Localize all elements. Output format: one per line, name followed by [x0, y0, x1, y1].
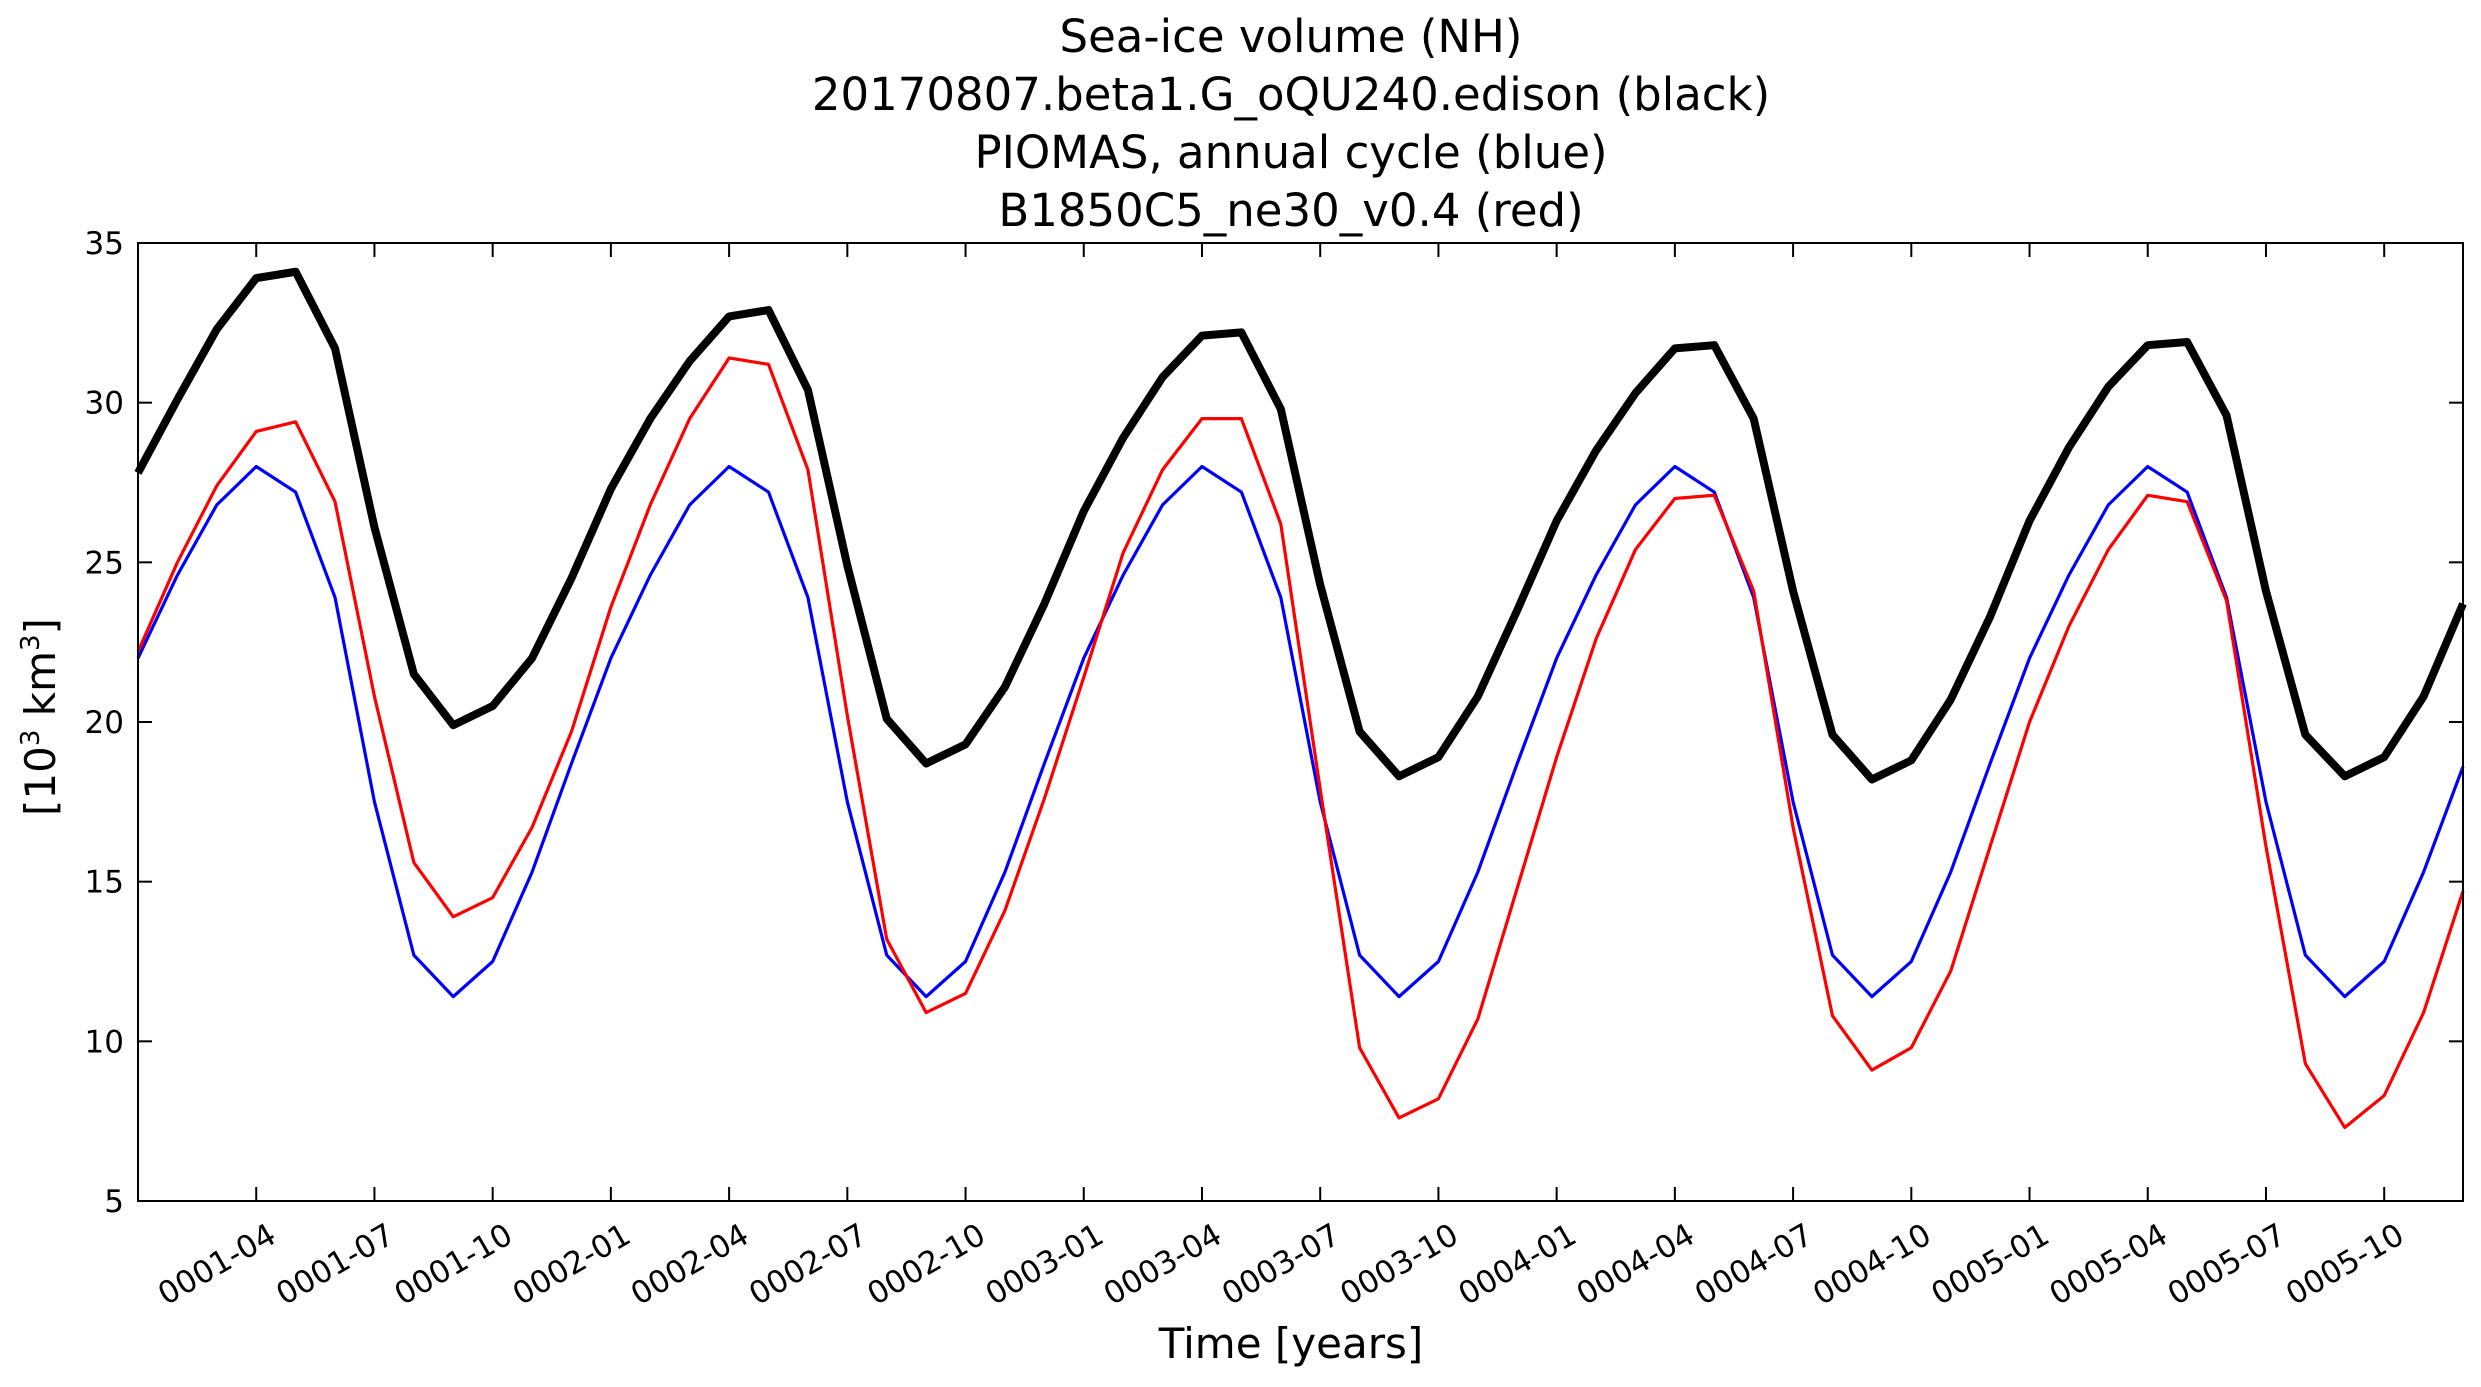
x-tick-label: 0003-04 [1098, 1217, 1228, 1313]
plot-frame [137, 242, 2464, 1202]
y-tick-label: 10 [85, 1024, 124, 1060]
x-tick-label: 0002-07 [743, 1217, 873, 1313]
x-tick-label: 0003-10 [1334, 1217, 1464, 1313]
y-tick-label: 35 [85, 226, 124, 262]
x-tick-label: 0001-10 [388, 1217, 518, 1313]
x-tick-label: 0005-04 [2044, 1217, 2174, 1313]
y-axis-label-mid: km [16, 651, 65, 730]
y-axis-label-main: [10 [16, 746, 65, 816]
y-tick-label: 15 [85, 865, 124, 901]
series-line-red [136, 356, 2465, 1130]
y-tick-label: 25 [85, 545, 124, 581]
plot-background [138, 243, 2463, 1201]
x-tick-label: 0002-01 [507, 1217, 637, 1313]
title-line-1: Sea-ice volume (NH) [1060, 10, 1523, 63]
title-line-4: B1850C5_ne30_v0.4 (red) [998, 184, 1583, 237]
x-tick-label: 0003-01 [980, 1217, 1110, 1313]
title-line-2: 20170807.beta1.G_oQU240.edison (black) [812, 68, 1770, 121]
y-axis-label-end: ] [16, 618, 65, 634]
y-axis-label: [103 km3] [16, 618, 65, 816]
x-axis-label: Time [years] [1158, 1319, 1424, 1368]
x-tick-label: 0001-04 [152, 1217, 282, 1313]
x-tick-label: 0004-10 [1807, 1217, 1937, 1313]
series-line-blue [136, 464, 2465, 999]
chart-title: Sea-ice volume (NH) 20170807.beta1.G_oQU… [812, 10, 1770, 237]
x-tick-label: 0005-07 [2162, 1217, 2292, 1313]
x-tick-label: 0003-07 [1216, 1217, 1346, 1313]
x-tick-label: 0004-07 [1689, 1217, 1819, 1313]
x-tick-label: 0002-10 [861, 1217, 991, 1313]
y-axis-label-sup2: 3 [16, 634, 46, 651]
x-tick-label: 0002-04 [625, 1217, 755, 1313]
x-tick-label: 0005-01 [1925, 1217, 2055, 1313]
series-layer [134, 267, 2467, 1130]
title-line-3: PIOMAS, annual cycle (blue) [974, 126, 1607, 179]
y-tick-label: 30 [85, 386, 124, 422]
y-tick-label: 5 [104, 1184, 124, 1220]
y-axis-label-sup1: 3 [16, 730, 46, 747]
x-tick-label: 0001-07 [270, 1217, 400, 1313]
series-line-black [134, 267, 2467, 784]
x-tick-label: 0004-04 [1571, 1217, 1701, 1313]
x-tick-label: 0005-10 [2280, 1217, 2410, 1313]
x-tick-label: 0004-01 [1452, 1217, 1582, 1313]
plot-area [138, 243, 2463, 1201]
y-axis: 5 10 15 20 25 30 35 [85, 226, 2463, 1220]
y-tick-label: 20 [85, 705, 124, 741]
